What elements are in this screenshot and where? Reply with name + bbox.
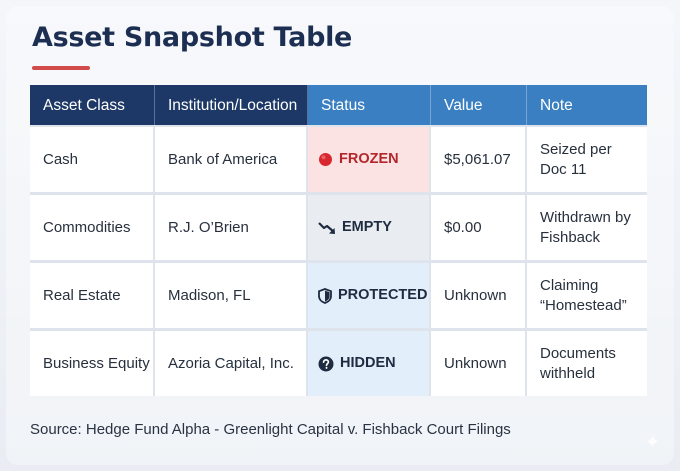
cell-asset-class: Commodities	[30, 195, 155, 260]
table-row: Real Estate Madison, FL PROTECTED Unknow…	[30, 263, 647, 328]
cell-value: Unknown	[431, 263, 527, 328]
header-value: Value	[431, 85, 527, 125]
table-row: Cash Bank of America FROZEN $5,061.07 Se…	[30, 127, 647, 192]
cell-value: $0.00	[431, 195, 527, 260]
cell-institution: Madison, FL	[155, 263, 308, 328]
table-row: Commodities R.J. O’Brien EMPTY $0.00 Wit…	[30, 195, 647, 260]
cell-status: PROTECTED	[308, 263, 431, 328]
note-line: Doc 11	[540, 160, 587, 178]
note-line: Fishback	[540, 228, 601, 246]
cell-value: $5,061.07	[431, 127, 527, 192]
source-caption: Source: Hedge Fund Alpha - Greenlight Ca…	[30, 421, 511, 438]
trending-down-icon	[318, 221, 336, 235]
title-accent-underline	[32, 66, 90, 70]
cell-note: Seized per Doc 11	[527, 127, 647, 192]
cell-asset-class: Real Estate	[30, 263, 155, 328]
header-asset-class: Asset Class	[30, 85, 155, 125]
shield-icon	[318, 287, 332, 304]
cell-institution: R.J. O’Brien	[155, 195, 308, 260]
status-badge: EMPTY	[342, 219, 392, 235]
page-title: Asset Snapshot Table	[32, 22, 353, 53]
red-circle-icon	[318, 152, 333, 167]
cell-asset-class: Business Equity	[30, 331, 155, 396]
cell-note: Claiming “Homestead”	[527, 263, 647, 328]
cell-value: Unknown	[431, 331, 527, 396]
status-badge: PROTECTED	[338, 287, 428, 303]
cell-institution: Azoria Capital, Inc.	[155, 331, 308, 396]
cell-status: EMPTY	[308, 195, 431, 260]
note-line: withheld	[540, 364, 596, 382]
table-row: Business Equity Azoria Capital, Inc. HID…	[30, 331, 647, 396]
header-status: Status	[308, 85, 431, 125]
header-note: Note	[527, 85, 647, 125]
cell-institution: Bank of America	[155, 127, 308, 192]
question-circle-icon	[318, 356, 334, 372]
status-badge: FROZEN	[339, 151, 399, 167]
asset-table: Asset Class Institution/Location Status …	[30, 85, 647, 396]
sparkle-icon: ✦	[644, 432, 660, 452]
cell-note: Documents withheld	[527, 331, 647, 396]
cell-status: FROZEN	[308, 127, 431, 192]
note-line: Seized per	[540, 140, 612, 158]
cell-asset-class: Cash	[30, 127, 155, 192]
status-badge: HIDDEN	[340, 355, 396, 371]
cell-note: Withdrawn by Fishback	[527, 195, 647, 260]
cell-status: HIDDEN	[308, 331, 431, 396]
note-line: “Homestead”	[540, 296, 627, 314]
table-header-row: Asset Class Institution/Location Status …	[30, 85, 647, 125]
note-line: Withdrawn by	[540, 208, 631, 226]
note-line: Documents	[540, 344, 616, 362]
note-line: Claiming	[540, 276, 599, 294]
header-institution: Institution/Location	[155, 85, 308, 125]
